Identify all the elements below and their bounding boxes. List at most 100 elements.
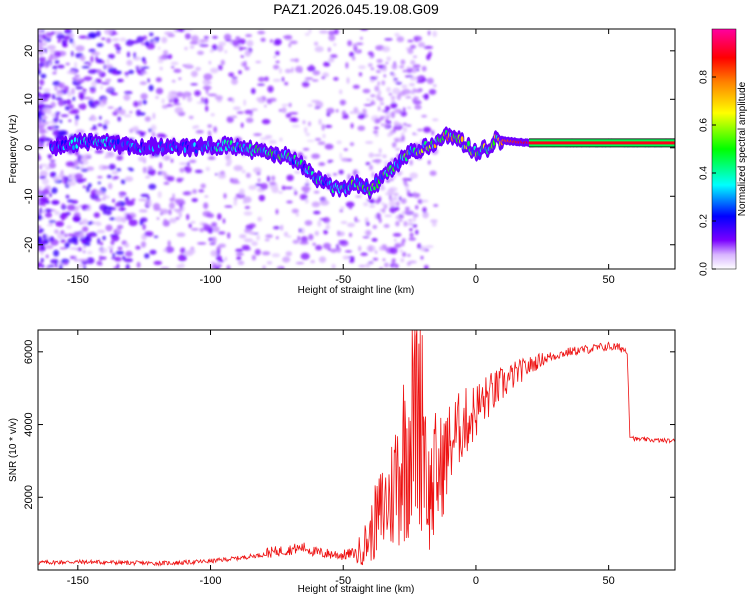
- noise-blob: [95, 189, 104, 196]
- noise-blob: [374, 214, 377, 220]
- noise-blob: [205, 87, 209, 95]
- x-tick-label: -100: [200, 274, 222, 286]
- noise-blob: [65, 29, 70, 33]
- noise-blob: [342, 255, 349, 260]
- noise-blob: [67, 233, 76, 237]
- noise-blob: [313, 190, 320, 194]
- noise-blob: [383, 224, 390, 228]
- noise-blob: [333, 77, 339, 81]
- noise-blob: [405, 96, 412, 99]
- noise-blob: [55, 91, 64, 97]
- noise-blob: [354, 49, 362, 54]
- noise-blob: [379, 116, 387, 119]
- noise-blob: [379, 185, 386, 191]
- noise-blob: [376, 58, 383, 64]
- noise-blob: [242, 201, 247, 204]
- noise-blob: [404, 184, 409, 187]
- noise-blob: [423, 93, 429, 100]
- noise-blob: [395, 263, 399, 269]
- noise-blob: [256, 97, 264, 102]
- noise-blob: [38, 127, 46, 135]
- noise-blob: [40, 243, 44, 251]
- noise-blob: [203, 36, 209, 39]
- colorbar-tick-label: 0.8: [699, 70, 710, 84]
- noise-blob: [399, 196, 402, 201]
- noise-blob: [100, 241, 103, 246]
- noise-blob: [212, 226, 220, 233]
- noise-blob: [303, 156, 307, 160]
- snr-series-line: [38, 330, 675, 567]
- noise-blob: [64, 176, 68, 184]
- noise-blob: [232, 39, 240, 47]
- noise-blob: [336, 140, 342, 145]
- noise-blob: [375, 199, 380, 205]
- noise-blob: [258, 194, 266, 202]
- noise-blob: [366, 98, 371, 102]
- noise-blob: [67, 238, 77, 244]
- noise-blob: [235, 248, 244, 253]
- noise-blob: [125, 250, 133, 257]
- noise-blob: [400, 258, 405, 263]
- noise-blob: [338, 240, 348, 243]
- noise-blob: [197, 242, 207, 245]
- noise-blob: [413, 194, 420, 199]
- noise-blob: [264, 104, 267, 108]
- noise-blob: [41, 97, 49, 102]
- noise-blob: [226, 264, 231, 269]
- noise-blob: [291, 124, 300, 128]
- noise-blob: [210, 261, 216, 264]
- noise-blob: [128, 69, 135, 74]
- noise-blob: [374, 134, 379, 137]
- noise-blob: [113, 266, 119, 269]
- noise-blob: [231, 181, 241, 184]
- noise-blob: [381, 202, 385, 206]
- noise-blob: [391, 142, 397, 148]
- noise-blob: [290, 58, 296, 62]
- noise-blob: [369, 79, 375, 83]
- noise-blob: [97, 237, 101, 245]
- noise-blob: [43, 238, 49, 245]
- noise-blob: [39, 163, 49, 167]
- noise-blob: [126, 213, 130, 218]
- noise-blob: [387, 132, 391, 137]
- colorbar-label: Normalized spectral amplitude: [737, 81, 748, 216]
- noise-blob: [393, 174, 396, 179]
- x-tick-label: 50: [603, 274, 615, 286]
- noise-blob: [260, 37, 266, 42]
- noise-blob: [311, 79, 319, 82]
- noise-blob: [284, 68, 292, 74]
- noise-blob: [157, 191, 162, 199]
- noise-blob: [233, 165, 243, 172]
- noise-blob: [312, 242, 317, 246]
- noise-blob: [211, 222, 218, 227]
- noise-blob: [210, 67, 219, 74]
- noise-blob: [74, 247, 79, 251]
- noise-blob: [372, 224, 378, 229]
- noise-blob: [365, 262, 371, 268]
- noise-blob: [417, 199, 423, 204]
- noise-blob: [386, 56, 392, 62]
- noise-blob: [401, 135, 405, 142]
- noise-blob: [51, 199, 60, 205]
- noise-blob: [81, 204, 90, 209]
- noise-blob: [400, 240, 405, 247]
- noise-blob: [265, 234, 273, 239]
- noise-blob: [139, 132, 145, 137]
- spectrogram-frame: [37, 28, 676, 270]
- noise-blob: [301, 227, 305, 235]
- noise-blob: [384, 38, 393, 41]
- noise-blob: [411, 66, 417, 74]
- noise-blob: [80, 161, 84, 164]
- noise-blob: [393, 124, 403, 131]
- noise-blob: [167, 240, 171, 248]
- noise-blob: [74, 173, 83, 180]
- noise-blob: [355, 171, 360, 175]
- noise-blob: [390, 102, 398, 109]
- noise-blob: [257, 216, 262, 222]
- noise-blob: [48, 154, 52, 160]
- noise-blob: [311, 100, 320, 103]
- noise-blob: [299, 193, 308, 201]
- noise-blob: [352, 84, 360, 89]
- noise-blob: [375, 161, 381, 165]
